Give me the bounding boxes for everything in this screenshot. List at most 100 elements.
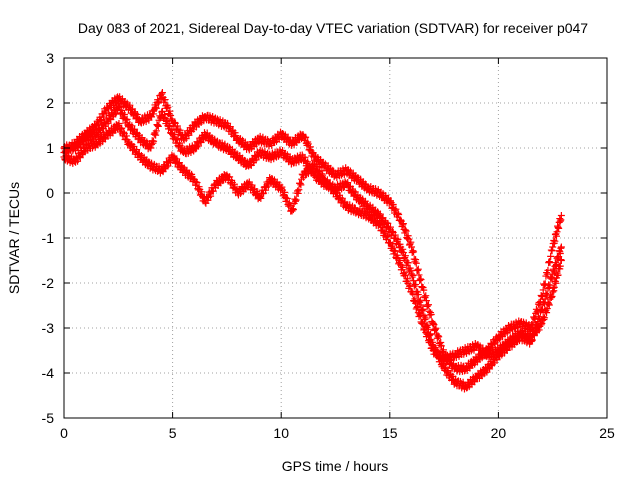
- data-point-interp: [545, 258, 553, 266]
- data-point-interp: [198, 188, 206, 196]
- data-point-interp: [133, 146, 141, 154]
- data-point-interp: [416, 311, 424, 319]
- data-point-interp: [283, 194, 291, 202]
- data-point-interp: [542, 289, 550, 297]
- data-point-interp: [115, 119, 123, 127]
- data-point-interp: [257, 194, 265, 202]
- data-point-interp: [120, 110, 128, 118]
- data-points: [60, 89, 565, 393]
- data-point-interp: [361, 180, 369, 188]
- data-point-interp: [338, 194, 346, 202]
- data-point: [418, 320, 426, 327]
- data-point-interp: [420, 286, 428, 294]
- data-point-interp: [323, 176, 331, 184]
- data-point-interp: [384, 219, 392, 227]
- data-point-interp: [289, 206, 297, 214]
- data-point-interp: [389, 227, 397, 235]
- data-point-interp: [541, 314, 549, 322]
- data-point-interp: [252, 156, 260, 164]
- data-point-interp: [422, 292, 430, 300]
- data-point-interp: [547, 274, 555, 282]
- data-point-interp: [551, 237, 559, 245]
- data-point-interp: [424, 330, 432, 338]
- x-tick-label: 10: [273, 425, 289, 441]
- data-point-interp: [386, 223, 394, 231]
- data-point-interp: [391, 231, 399, 239]
- data-point-interp: [537, 291, 545, 299]
- data-point-interp: [548, 247, 556, 255]
- x-tick-label: 25: [599, 425, 615, 441]
- data-point-interp: [381, 228, 389, 236]
- data-point-interp: [294, 189, 302, 197]
- data-point-interp: [395, 211, 403, 219]
- data-point-interp: [173, 122, 181, 130]
- data-point-interp: [545, 301, 553, 309]
- data-point-interp: [537, 321, 545, 329]
- data-point-interp: [376, 210, 384, 218]
- data-point-interp: [331, 185, 339, 193]
- data-point-interp: [414, 303, 422, 311]
- data-point-interp: [412, 281, 420, 289]
- data-point-interp: [415, 271, 423, 279]
- data-point-interp: [122, 132, 130, 140]
- data-point-interp: [344, 179, 352, 187]
- y-tick-label: 0: [46, 185, 54, 201]
- data-point-interp: [399, 245, 407, 253]
- data-point-interp: [409, 247, 417, 255]
- data-point-interp: [543, 309, 551, 317]
- data-point-interp: [407, 238, 415, 246]
- data-point-interp: [547, 294, 555, 302]
- x-tick-label: 15: [382, 425, 398, 441]
- series-track-3: [60, 119, 565, 365]
- y-tick-label: 3: [46, 50, 54, 66]
- data-point-interp: [292, 196, 300, 204]
- data-point-interp: [99, 113, 107, 121]
- y-tick-label: -2: [42, 275, 55, 291]
- data-point-interp: [167, 112, 175, 120]
- data-point-interp: [74, 157, 82, 165]
- data-point-interp: [150, 137, 158, 145]
- data-point-interp: [411, 295, 419, 303]
- data-point-interp: [230, 180, 238, 188]
- data-point-interp: [545, 300, 553, 308]
- x-tick-label: 0: [60, 425, 68, 441]
- data-point: [255, 194, 263, 201]
- data-point-interp: [410, 248, 418, 256]
- data-point: [557, 257, 565, 264]
- data-point-interp: [152, 131, 160, 139]
- data-point-interp: [120, 128, 128, 136]
- data-point-interp: [171, 131, 179, 139]
- data-point-interp: [248, 181, 256, 189]
- data-point-interp: [535, 326, 543, 334]
- data-point-interp: [503, 343, 511, 351]
- data-point-interp: [444, 367, 452, 375]
- data-point-interp: [412, 256, 420, 264]
- data-point-interp: [163, 116, 171, 124]
- y-tick-label: -4: [42, 365, 55, 381]
- data-point-interp: [306, 143, 314, 151]
- data-point-interp: [543, 305, 551, 313]
- data-point-interp: [194, 142, 202, 150]
- data-point: [557, 212, 565, 219]
- data-point-interp: [164, 103, 172, 111]
- data-point-interp: [541, 280, 549, 288]
- data-point-interp: [285, 202, 293, 210]
- x-tick-label: 5: [169, 425, 177, 441]
- data-point-interp: [152, 104, 160, 112]
- data-point-interp: [296, 179, 304, 187]
- data-point-interp: [413, 304, 421, 312]
- data-point-interp: [420, 293, 428, 301]
- data-point-interp: [555, 224, 563, 232]
- data-point-interp: [422, 315, 430, 323]
- data-point-interp: [319, 171, 327, 179]
- data-point-interp: [160, 111, 168, 119]
- data-point-interp: [396, 256, 404, 264]
- data-point-interp: [123, 115, 131, 123]
- data-point-interp: [384, 233, 392, 241]
- data-point: [418, 306, 426, 314]
- data-point-interp: [185, 131, 193, 139]
- data-point-interp: [554, 271, 562, 279]
- data-point-interp: [437, 338, 445, 346]
- data-point-interp: [437, 342, 445, 350]
